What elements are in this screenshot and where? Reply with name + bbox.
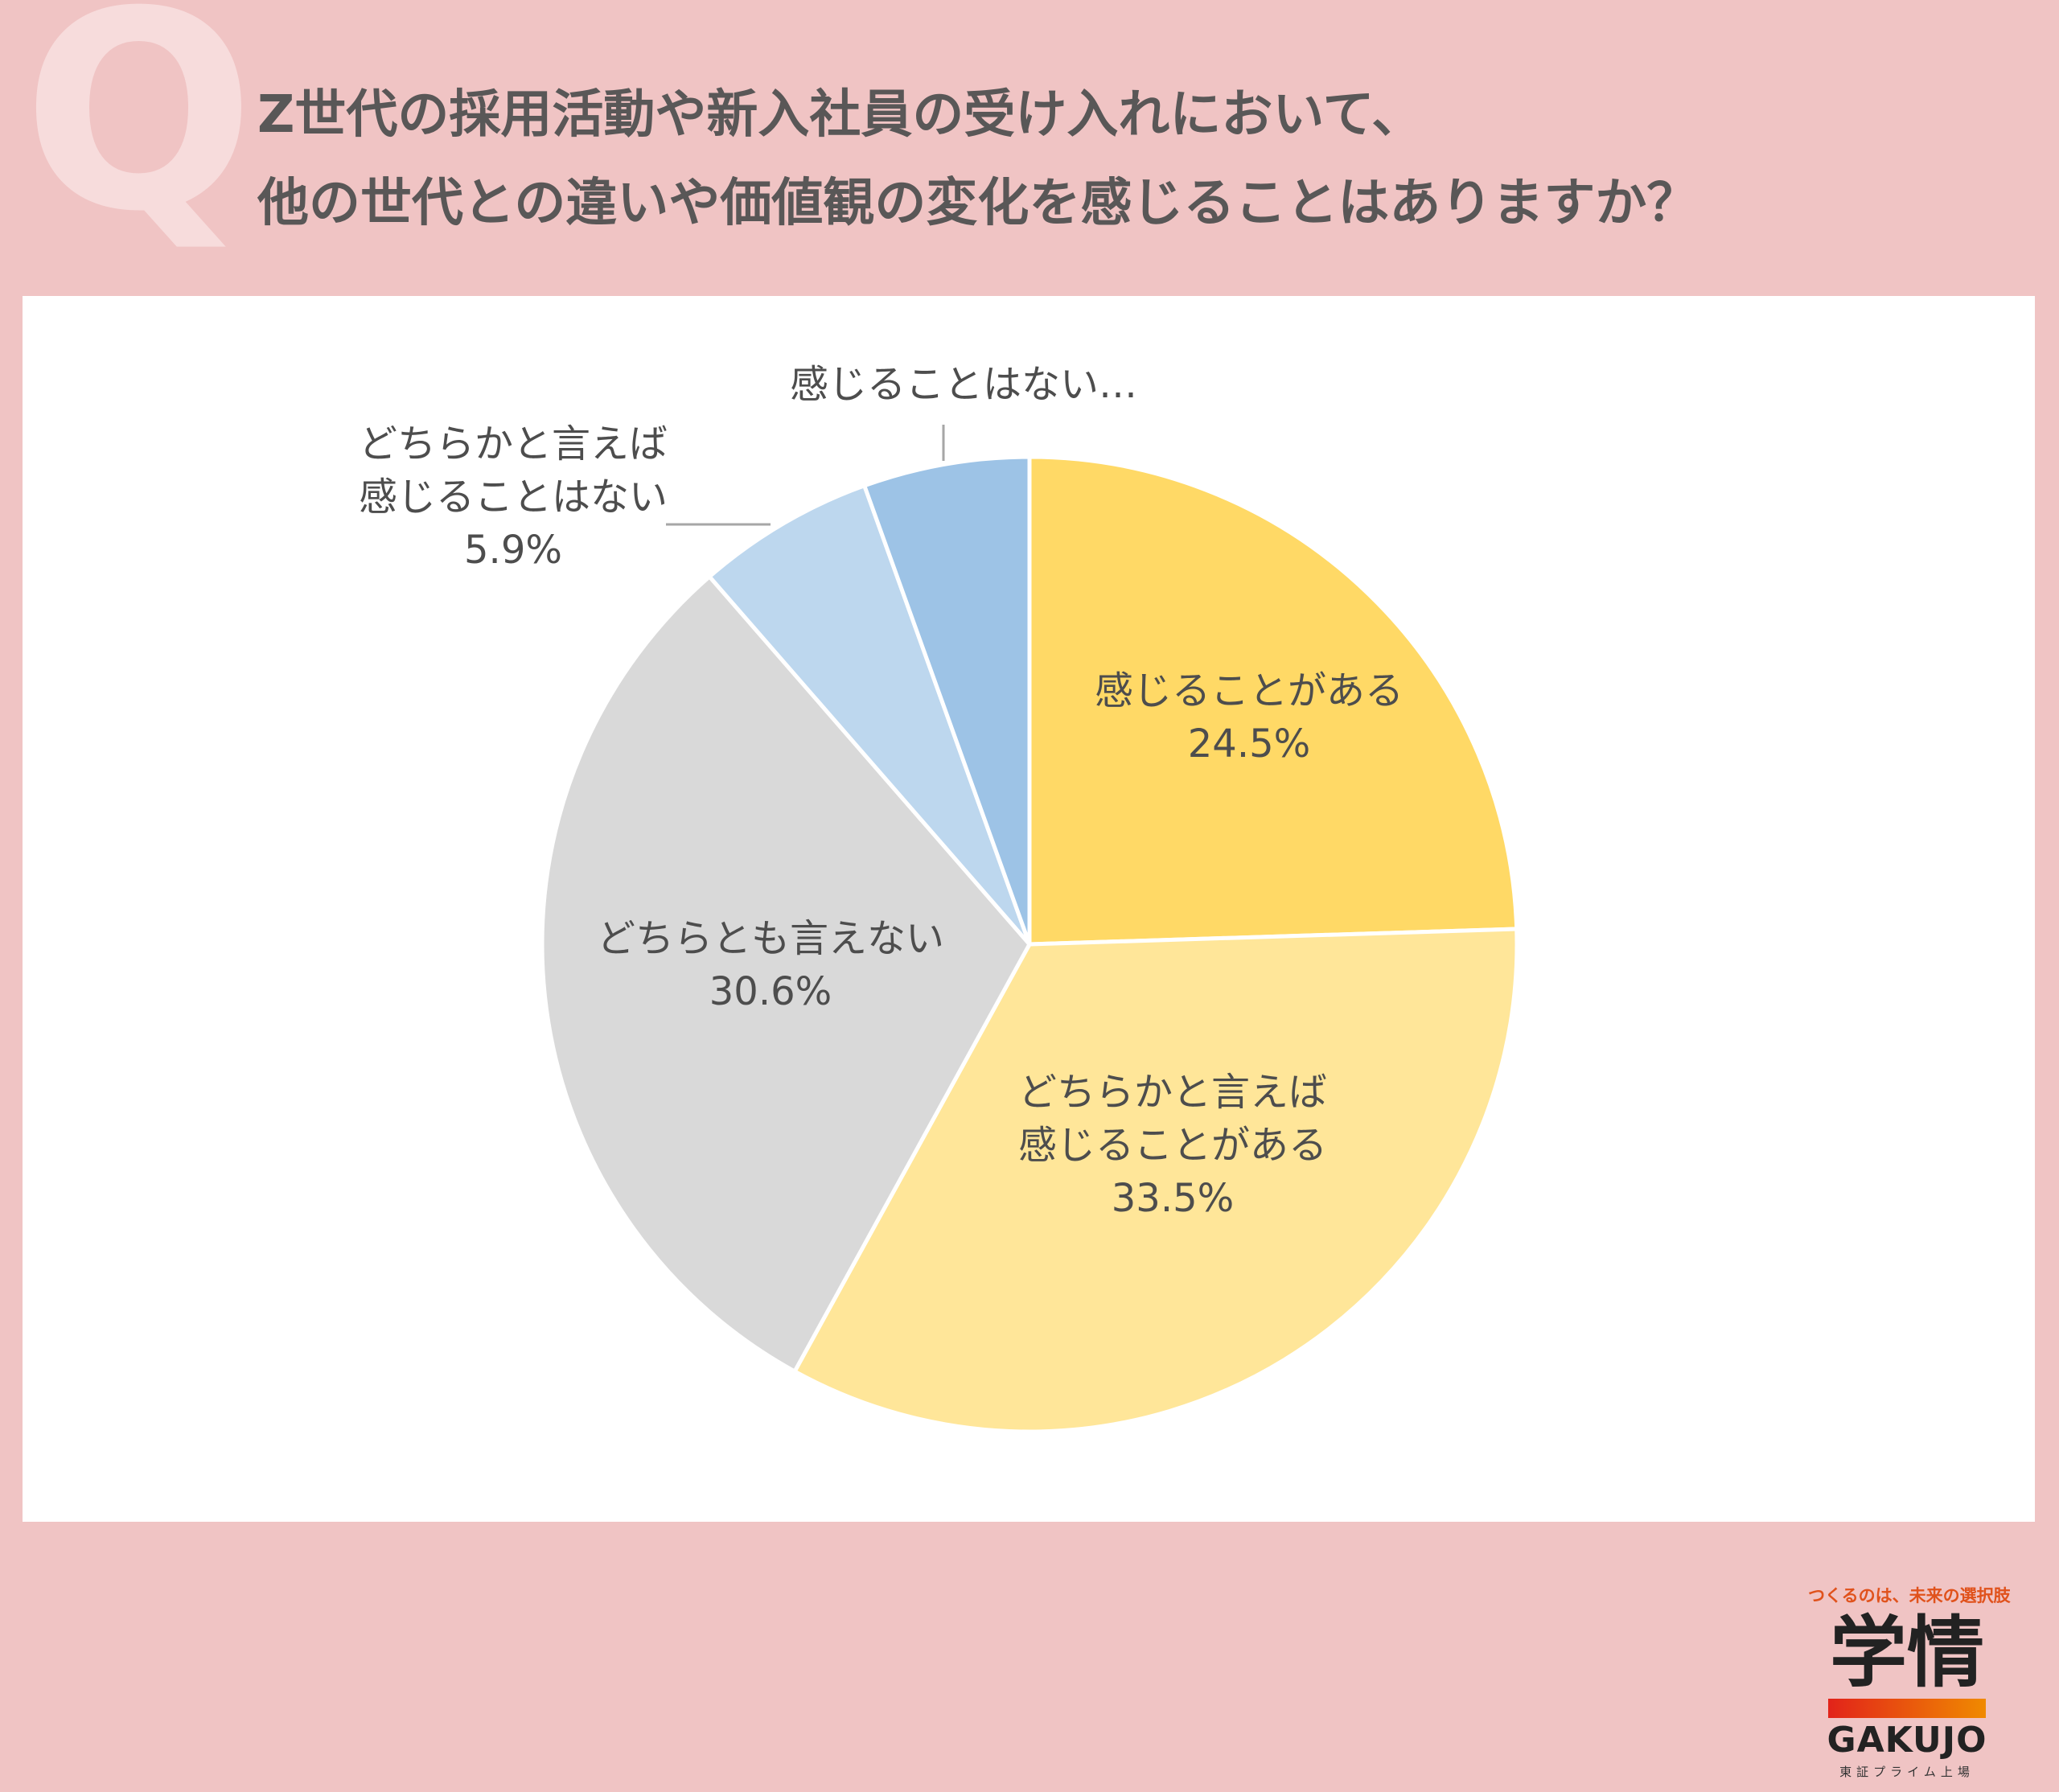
slice-label-line: 感じることはない	[359, 475, 668, 520]
logo-mark: 学情	[1830, 1608, 1984, 1698]
slice-label-5: 感じることはない…	[790, 362, 1137, 407]
slice-value-2: 33.5%	[1112, 1176, 1234, 1221]
slice-label-2: どちらかと言えば感じることがある 33.5%	[1018, 1070, 1327, 1221]
slice-value-3: 30.6%	[709, 969, 832, 1014]
slice-label-line: どちらかと言えば	[359, 421, 668, 466]
slice-label-line: 感じることはない…	[790, 362, 1137, 407]
q-badge: Q	[23, 0, 256, 272]
chart-panel: 感じることがある 24.5% どちらかと言えば感じることがある 33.5% どちらとも言…	[23, 296, 2035, 1779]
slice-value-4: 5.9%	[464, 528, 562, 573]
slice-label-line: 感じることがある	[1095, 668, 1403, 713]
slice-label-4: どちらかと言えば感じることはない 5.9%	[359, 421, 668, 573]
slice-label-1: 感じることがある 24.5%	[1095, 668, 1403, 767]
slice-label-line: 感じることがある	[1018, 1123, 1327, 1168]
pie-slice-4	[706, 483, 1032, 946]
pie-slice-3	[540, 573, 1033, 1375]
title-line-1: Z世代の採用活動や新入社員の受け入れにおいて、	[257, 85, 1424, 145]
slice-value-1: 24.5%	[1188, 721, 1310, 767]
title-line-2: 他の世代との違いや価値観の変化を感じることはありますか？	[257, 174, 1699, 233]
pie-chart: 感じることがある 24.5%どちらかと言えば感じることがある 33.5%どちらとも言…	[359, 362, 1519, 1434]
gakujo-logo: つくるのは、未来の選択肢 学情 GAKUJO 東証プライム上場	[1808, 1583, 2011, 1792]
logo-subtitle: 東証プライム上場	[1839, 1765, 1975, 1779]
slice-label-line: どちらとも言えない	[597, 916, 944, 961]
logo-name: GAKUJO	[1827, 1720, 1987, 1761]
pie-slice-2	[791, 927, 1519, 1434]
pie-slice-5	[861, 454, 1032, 945]
logo-bar	[1828, 1699, 1986, 1718]
slice-label-3: どちらとも言えない 30.6%	[597, 916, 944, 1014]
slice-label-line: どちらかと言えば	[1018, 1070, 1327, 1115]
question-title: Z世代の採用活動や新入社員の受け入れにおいて、 他の世代との違いや価値観の変化を…	[257, 71, 1698, 248]
pie-slice-1	[1027, 454, 1519, 947]
logo-tagline: つくるのは、未来の選択肢	[1808, 1586, 2011, 1605]
